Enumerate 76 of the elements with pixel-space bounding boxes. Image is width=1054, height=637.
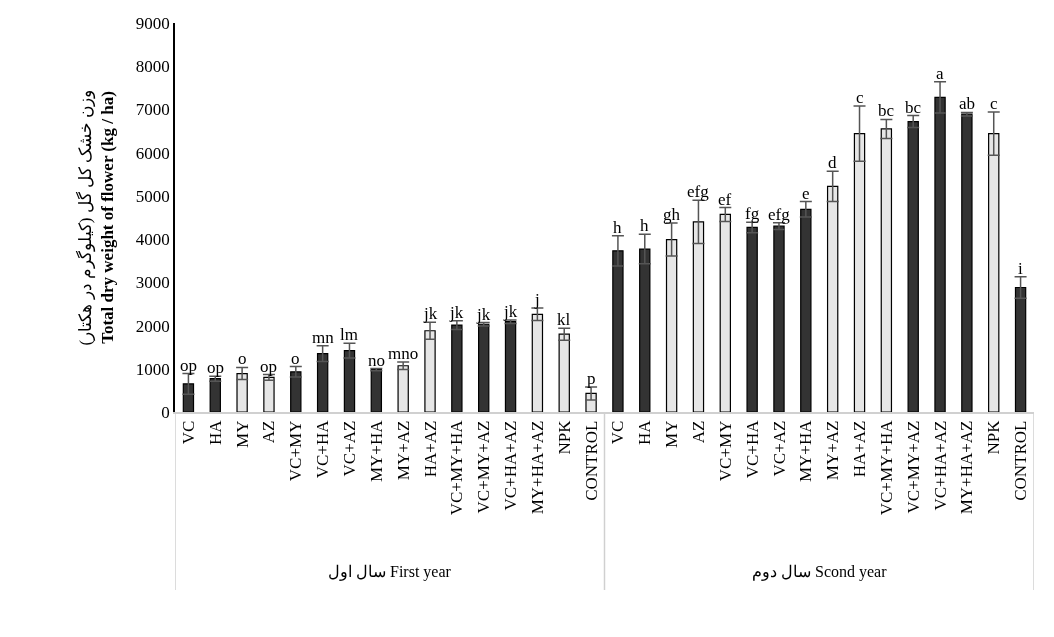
data-label: efg bbox=[687, 182, 710, 201]
data-label: efg bbox=[768, 205, 791, 224]
data-label: gh bbox=[663, 205, 681, 224]
data-label: h bbox=[640, 216, 649, 235]
x-tick-label: VC+AZ bbox=[340, 420, 360, 477]
data-label: a bbox=[936, 64, 944, 83]
data-label: jk bbox=[423, 304, 438, 323]
x-tick-label: AZ bbox=[688, 420, 708, 444]
data-label: p bbox=[587, 369, 596, 388]
y-tick-label: 2000 bbox=[135, 316, 170, 336]
data-label: ab bbox=[959, 94, 976, 113]
data-label: mn bbox=[312, 328, 335, 347]
data-label: no bbox=[368, 351, 385, 370]
x-tick-label: MY bbox=[232, 420, 252, 448]
data-label: c bbox=[990, 94, 998, 113]
data-label: i bbox=[1018, 259, 1023, 278]
x-tick-label: NPK bbox=[554, 419, 574, 455]
y-tick-label: 6000 bbox=[135, 143, 170, 163]
x-tick-label: HA bbox=[205, 419, 225, 446]
x-tick-label: MY bbox=[662, 420, 682, 448]
x-tick-label: VC+HA+AZ bbox=[930, 420, 950, 511]
data-label: bc bbox=[905, 98, 922, 117]
x-tick-label: MY+HA bbox=[366, 419, 386, 483]
data-label: fg bbox=[745, 204, 760, 223]
x-tick-label: VC+MY+HA bbox=[447, 419, 467, 516]
x-tick-label: HA+AZ bbox=[420, 420, 440, 478]
data-label: jk bbox=[476, 305, 491, 324]
data-label: jk bbox=[503, 302, 518, 321]
data-label: ef bbox=[718, 190, 732, 209]
data-label: jk bbox=[449, 303, 464, 322]
x-tick-label: VC+MY bbox=[286, 420, 306, 482]
y-tick-label: 8000 bbox=[135, 57, 170, 77]
data-label: d bbox=[828, 153, 837, 172]
y-tick-label: 5000 bbox=[135, 186, 170, 206]
data-label: h bbox=[613, 218, 622, 237]
data-label: mno bbox=[388, 344, 419, 363]
y-tick-label: 7000 bbox=[135, 100, 170, 120]
data-label: o bbox=[291, 349, 300, 368]
x-tick-label: VC+HA bbox=[742, 419, 762, 479]
data-label: op bbox=[180, 356, 197, 375]
x-tick-label: MY+AZ bbox=[393, 420, 413, 481]
data-label: op bbox=[260, 357, 277, 376]
x-tick-label: CONTROL bbox=[581, 420, 601, 501]
x-tick-label: VC bbox=[178, 420, 198, 445]
y-tick-label: 9000 bbox=[135, 13, 170, 33]
data-label: bc bbox=[878, 101, 895, 120]
x-tick-label: VC+HA+AZ bbox=[501, 420, 521, 511]
text: سال دوم Scond year bbox=[752, 563, 888, 581]
x-tick-label: VC+MY+AZ bbox=[903, 420, 923, 514]
data-label: c bbox=[856, 88, 864, 107]
x-tick-label: HA bbox=[635, 419, 655, 446]
x-tick-label: VC+MY bbox=[715, 420, 735, 482]
x-tick-label: MY+HA+AZ bbox=[527, 420, 547, 515]
data-label: kl bbox=[557, 310, 571, 329]
text: سال اول First year bbox=[328, 563, 452, 581]
data-label: lm bbox=[340, 325, 358, 344]
x-tick-label: HA+AZ bbox=[850, 420, 870, 478]
y-tick-label: 4000 bbox=[135, 230, 170, 250]
x-tick-label: VC+HA bbox=[313, 419, 333, 479]
x-tick-label: VC bbox=[608, 420, 628, 445]
y-tick-label: 1000 bbox=[135, 359, 170, 379]
data-label: o bbox=[238, 349, 247, 368]
x-tick-label: VC+MY+AZ bbox=[474, 420, 494, 514]
x-tick-label: VC+AZ bbox=[769, 420, 789, 477]
x-tick-label: MY+HA bbox=[796, 419, 816, 483]
x-tick-label: CONTROL bbox=[1011, 420, 1031, 501]
y-tick-label: 3000 bbox=[135, 273, 170, 293]
data-label: op bbox=[207, 358, 224, 377]
y-tick-label: 0 bbox=[161, 402, 170, 422]
data-label: e bbox=[802, 184, 810, 203]
x-tick-label: MY+AZ bbox=[823, 420, 843, 481]
x-tick-label: NPK bbox=[984, 419, 1004, 455]
x-tick-label: AZ bbox=[259, 420, 279, 444]
x-tick-label: MY+HA+AZ bbox=[957, 420, 977, 515]
data-label: j bbox=[534, 290, 540, 309]
x-tick-label: VC+MY+HA bbox=[876, 419, 896, 516]
